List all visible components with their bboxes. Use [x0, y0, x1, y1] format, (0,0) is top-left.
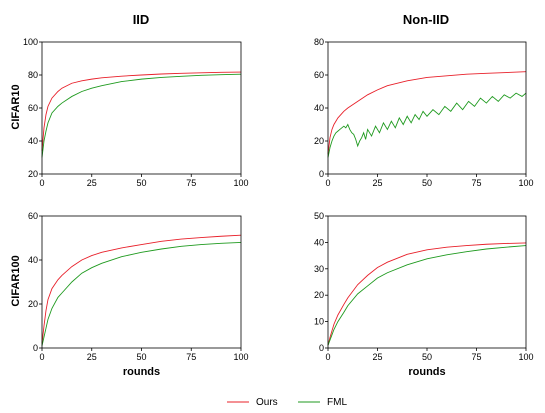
panel-non-iid-cifar100-frame [327, 215, 527, 349]
panel-iid-cifar10-ytick-label: 40 [28, 136, 38, 146]
panel-non-iid-cifar10-ytick-label: 80 [314, 37, 324, 47]
panel-non-iid-cifar10-ytick-label: 0 [319, 169, 324, 179]
panel-non-iid-cifar100-xlabel: rounds [408, 366, 445, 378]
panel-non-iid-cifar100-xtick-label: 25 [372, 352, 382, 362]
panel-non-iid-cifar100-ytick-label: 0 [319, 343, 324, 353]
panel-non-iid-cifar10-ytick-label: 40 [314, 103, 324, 113]
panel-iid-cifar100-xlabel: rounds [123, 366, 160, 378]
panel-non-iid-cifar100-ytick-label: 30 [314, 264, 324, 274]
panel-iid-cifar10-ytick-label: 100 [23, 37, 38, 47]
panel-non-iid-cifar100-series-fml [327, 245, 527, 346]
panel-non-iid-cifar10-xtick-label: 75 [471, 178, 481, 188]
panel-iid-cifar10: 0 25 50 75 100 20 40 60 80 100 [23, 37, 249, 188]
panel-iid-cifar100-xtick-label: 50 [136, 352, 146, 362]
panel-non-iid-cifar10-xtick-label: 50 [422, 178, 432, 188]
panel-iid-cifar10-ytick-label: 80 [28, 70, 38, 80]
column-title-iid: IID [133, 12, 150, 27]
panel-non-iid-cifar100-xtick-label: 50 [422, 352, 432, 362]
panel-iid-cifar10-xtick-label: 50 [136, 178, 146, 188]
column-title-non-iid: Non-IID [403, 12, 449, 27]
panel-iid-cifar10-series-ours [41, 71, 242, 151]
panel-non-iid-cifar10-xtick-label: 0 [325, 178, 330, 188]
panel-iid-cifar10-ytick-label: 60 [28, 103, 38, 113]
panel-non-iid-cifar10-ytick-label: 60 [314, 70, 324, 80]
panel-iid-cifar100: 0 25 50 75 100 0 20 40 60 rounds [28, 211, 249, 378]
panel-iid-cifar10-xtick-label: 75 [186, 178, 196, 188]
legend: Ours FML [227, 397, 347, 408]
panel-iid-cifar100-xtick-label: 0 [39, 352, 44, 362]
panel-iid-cifar100-series-ours [41, 234, 242, 344]
panel-non-iid-cifar100-ytick-label: 20 [314, 290, 324, 300]
panel-non-iid-cifar100-ytick-label: 10 [314, 317, 324, 327]
panel-non-iid-cifar10-ytick-label: 20 [314, 136, 324, 146]
panel-non-iid-cifar10-series-ours [327, 71, 527, 155]
panel-iid-cifar100-ytick-label: 40 [28, 255, 38, 265]
panel-non-iid-cifar100-ytick-label: 50 [314, 211, 324, 221]
panel-non-iid-cifar100: 0 25 50 75 100 0 10 20 30 40 50 rounds [314, 211, 534, 378]
panel-iid-cifar10-series-fml [41, 73, 242, 158]
panel-non-iid-cifar100-xtick-label: 0 [325, 352, 330, 362]
row-label-cifar10: CIFAR10 [10, 84, 22, 129]
panel-non-iid-cifar100-xtick-label: 75 [471, 352, 481, 362]
panel-non-iid-cifar10-frame [327, 41, 527, 175]
panel-non-iid-cifar10-series-fml [327, 92, 527, 158]
panel-non-iid-cifar100-xtick-label: 100 [518, 352, 533, 362]
panel-iid-cifar100-xtick-label: 75 [186, 352, 196, 362]
row-label-cifar100: CIFAR100 [10, 255, 22, 306]
panel-iid-cifar100-series-fml [41, 241, 242, 346]
panel-non-iid-cifar10-xtick-label: 100 [518, 178, 533, 188]
panel-iid-cifar100-xtick-label: 25 [87, 352, 97, 362]
panel-iid-cifar10-xtick-label: 0 [39, 178, 44, 188]
panel-non-iid-cifar10-xtick-label: 25 [372, 178, 382, 188]
panel-iid-cifar100-ytick-label: 20 [28, 299, 38, 309]
panel-iid-cifar100-xtick-label: 100 [233, 352, 248, 362]
panel-iid-cifar10-ytick-label: 20 [28, 169, 38, 179]
panel-non-iid-cifar10: 0 25 50 75 100 0 20 40 60 80 [314, 37, 534, 188]
panel-iid-cifar10-xtick-label: 25 [87, 178, 97, 188]
panel-iid-cifar100-ytick-label: 0 [33, 343, 38, 353]
panel-iid-cifar10-xtick-label: 100 [233, 178, 248, 188]
panel-iid-cifar100-ytick-label: 60 [28, 211, 38, 221]
panel-non-iid-cifar100-series-ours [327, 242, 527, 346]
panel-non-iid-cifar100-ytick-label: 40 [314, 237, 324, 247]
legend-label-ours: Ours [256, 397, 278, 408]
legend-label-fml: FML [327, 397, 347, 408]
panel-iid-cifar10-frame [41, 41, 242, 175]
